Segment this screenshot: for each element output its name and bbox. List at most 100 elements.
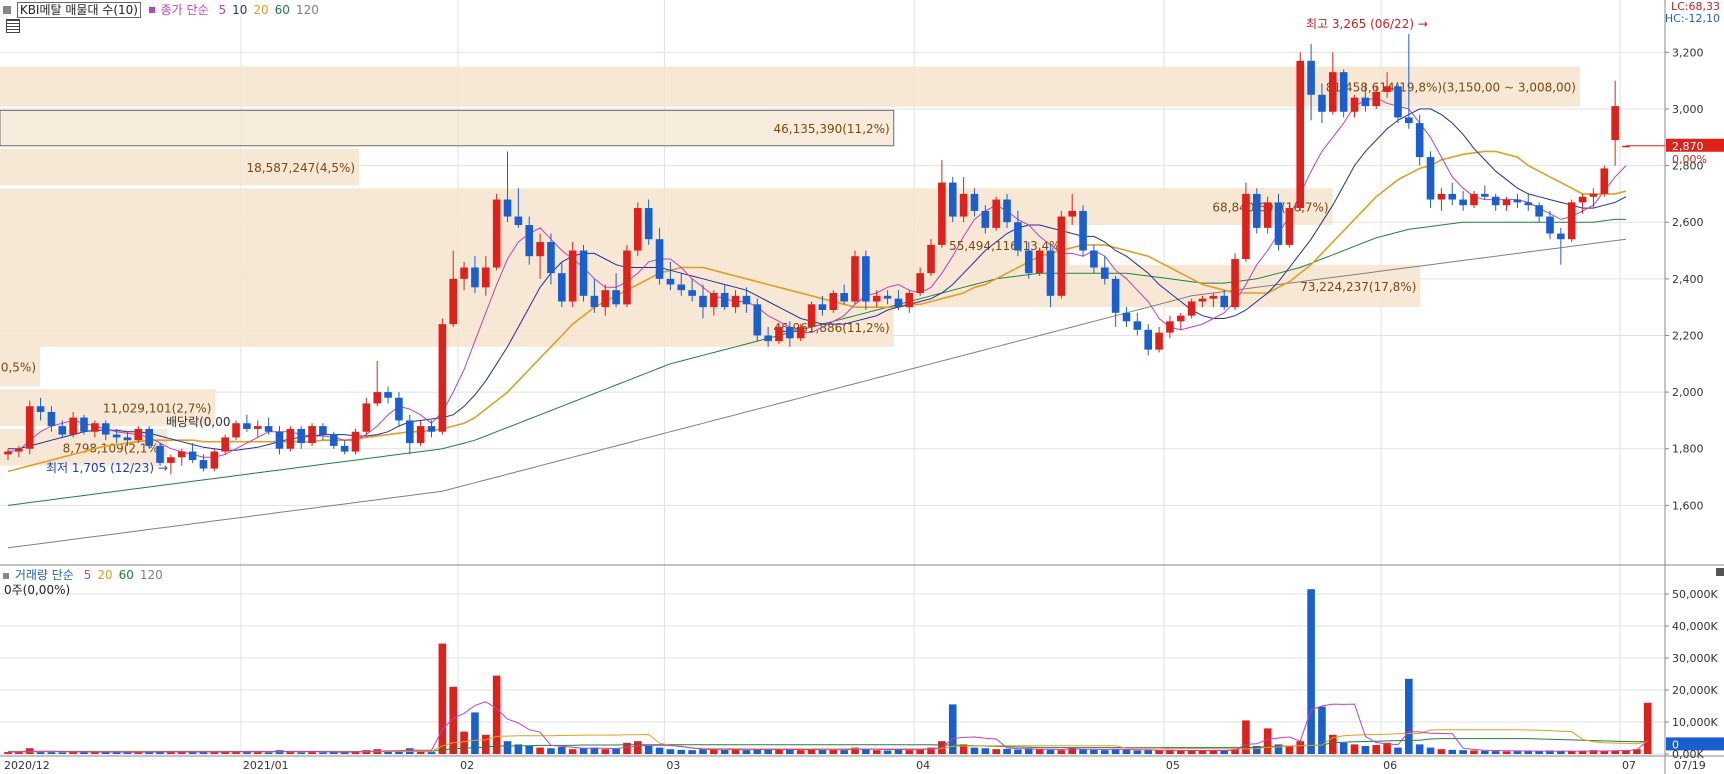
candle-body (775, 326, 783, 342)
grid-toggle-icon[interactable] (6, 19, 20, 33)
volume-ma5-line (8, 701, 1649, 753)
candle-body (872, 295, 881, 302)
candle-body (818, 304, 827, 310)
volume-bar (612, 748, 620, 754)
candle-body (938, 182, 946, 245)
volume-bar (981, 748, 990, 754)
volume-bar (123, 752, 132, 754)
candle-body (1003, 199, 1011, 223)
volume-bar (862, 749, 870, 754)
candlestick-series (4, 33, 1630, 475)
candle-body (405, 420, 414, 444)
x-tick-label: 07/19 (1674, 759, 1706, 772)
volume-bar (80, 752, 88, 754)
volume-ma-legend-item[interactable]: 120 (139, 568, 163, 582)
price-ma-legend-item[interactable]: 10 (232, 3, 248, 17)
volume-bar (481, 734, 490, 754)
volume-bar (959, 744, 968, 754)
volume-bar (253, 752, 262, 754)
volume-profile-label: 46,135,390(11,2%) (774, 122, 890, 136)
candle-body (862, 256, 870, 302)
candle-body (69, 417, 77, 435)
volume-bar (69, 751, 77, 754)
candle-body (1383, 86, 1391, 92)
volume-profile-band (0, 66, 1580, 107)
candle-body (1068, 210, 1076, 217)
volume-ma-legend-item[interactable]: 60 (118, 568, 134, 582)
x-tick-label: 2021/01 (243, 759, 289, 772)
price-ma-legend-item[interactable]: 60 (274, 3, 290, 17)
volume-bar (1394, 747, 1402, 754)
volume-bar (1513, 751, 1522, 754)
candle-body (1090, 250, 1098, 268)
legend-square-icon (3, 6, 11, 14)
volume-profile-label: 2,074,230(0,5%) (0, 361, 36, 375)
candle-body (753, 304, 762, 336)
volume-bar (948, 704, 957, 754)
candle-body (112, 434, 121, 438)
volume-bar (536, 747, 544, 754)
candle-body (742, 295, 751, 305)
volume-bar (1307, 589, 1315, 754)
candle-body (1524, 202, 1533, 206)
volume-bar (579, 748, 588, 754)
ma-prefix: 종가 단순 (160, 3, 209, 17)
candle-body (786, 326, 794, 339)
candle-body (1046, 250, 1055, 296)
volume-bar (449, 686, 458, 754)
candle-body (373, 392, 382, 404)
volume-bar (167, 752, 175, 754)
volume-bar (112, 752, 121, 754)
candle-body (1014, 222, 1022, 251)
volume-bar (1220, 750, 1229, 754)
candle-body (503, 199, 512, 217)
volume-bar (590, 747, 599, 754)
candle-body (1220, 295, 1229, 308)
volume-bar (786, 749, 794, 754)
price-ma-legend-item[interactable]: 120 (295, 3, 319, 17)
volume-bar (753, 748, 762, 754)
volume-bar (1079, 749, 1087, 754)
candle-body (829, 293, 838, 310)
volume-bar (1372, 745, 1381, 754)
volume-bar (1622, 750, 1630, 754)
volume-bar (1350, 744, 1359, 754)
volume-bar (1046, 749, 1055, 754)
volume-ma-legend-item[interactable]: 20 (97, 568, 113, 582)
volume-bar (916, 748, 924, 754)
candle-body (1285, 208, 1294, 245)
candle-body (1405, 117, 1413, 124)
candle-body (731, 295, 740, 308)
volume-bar (1557, 751, 1565, 754)
price-ma-legend-item[interactable]: 20 (253, 3, 269, 17)
candle-body (851, 256, 859, 302)
collapse-icon[interactable] (1716, 568, 1724, 576)
candle-body (1589, 193, 1598, 197)
legend-square-icon (3, 573, 9, 579)
volume-profile-band (0, 109, 895, 147)
candle-body (1415, 123, 1424, 158)
volume-bar (1057, 750, 1066, 754)
volume-ma-legend-item[interactable]: 5 (83, 568, 92, 582)
volume-profile-band (0, 225, 1070, 265)
candle-body (308, 426, 316, 444)
volume-legend-title[interactable]: 거래량 단순 (14, 568, 74, 582)
candle-body (362, 403, 371, 432)
price-ma-legend-item[interactable]: 5 (218, 3, 227, 17)
candle-body (427, 426, 436, 432)
candle-body (1546, 216, 1554, 234)
volume-bar (1003, 748, 1011, 754)
price-legend-title[interactable]: KBI메탈 매물대 수(10) (16, 2, 141, 18)
candle-body (1459, 199, 1467, 206)
candle-body (1111, 278, 1120, 313)
volume-bar (319, 752, 327, 754)
candle-body (525, 225, 534, 257)
candle-body (1394, 86, 1402, 118)
candle-body (253, 426, 262, 429)
candle-body (623, 250, 631, 305)
volume-bar (1155, 750, 1163, 754)
candle-body (1296, 60, 1305, 209)
chart-texts: 2020/12 2021/01 02 03 04 05 06 07 07/191,6001,80… (4, 17, 1718, 772)
